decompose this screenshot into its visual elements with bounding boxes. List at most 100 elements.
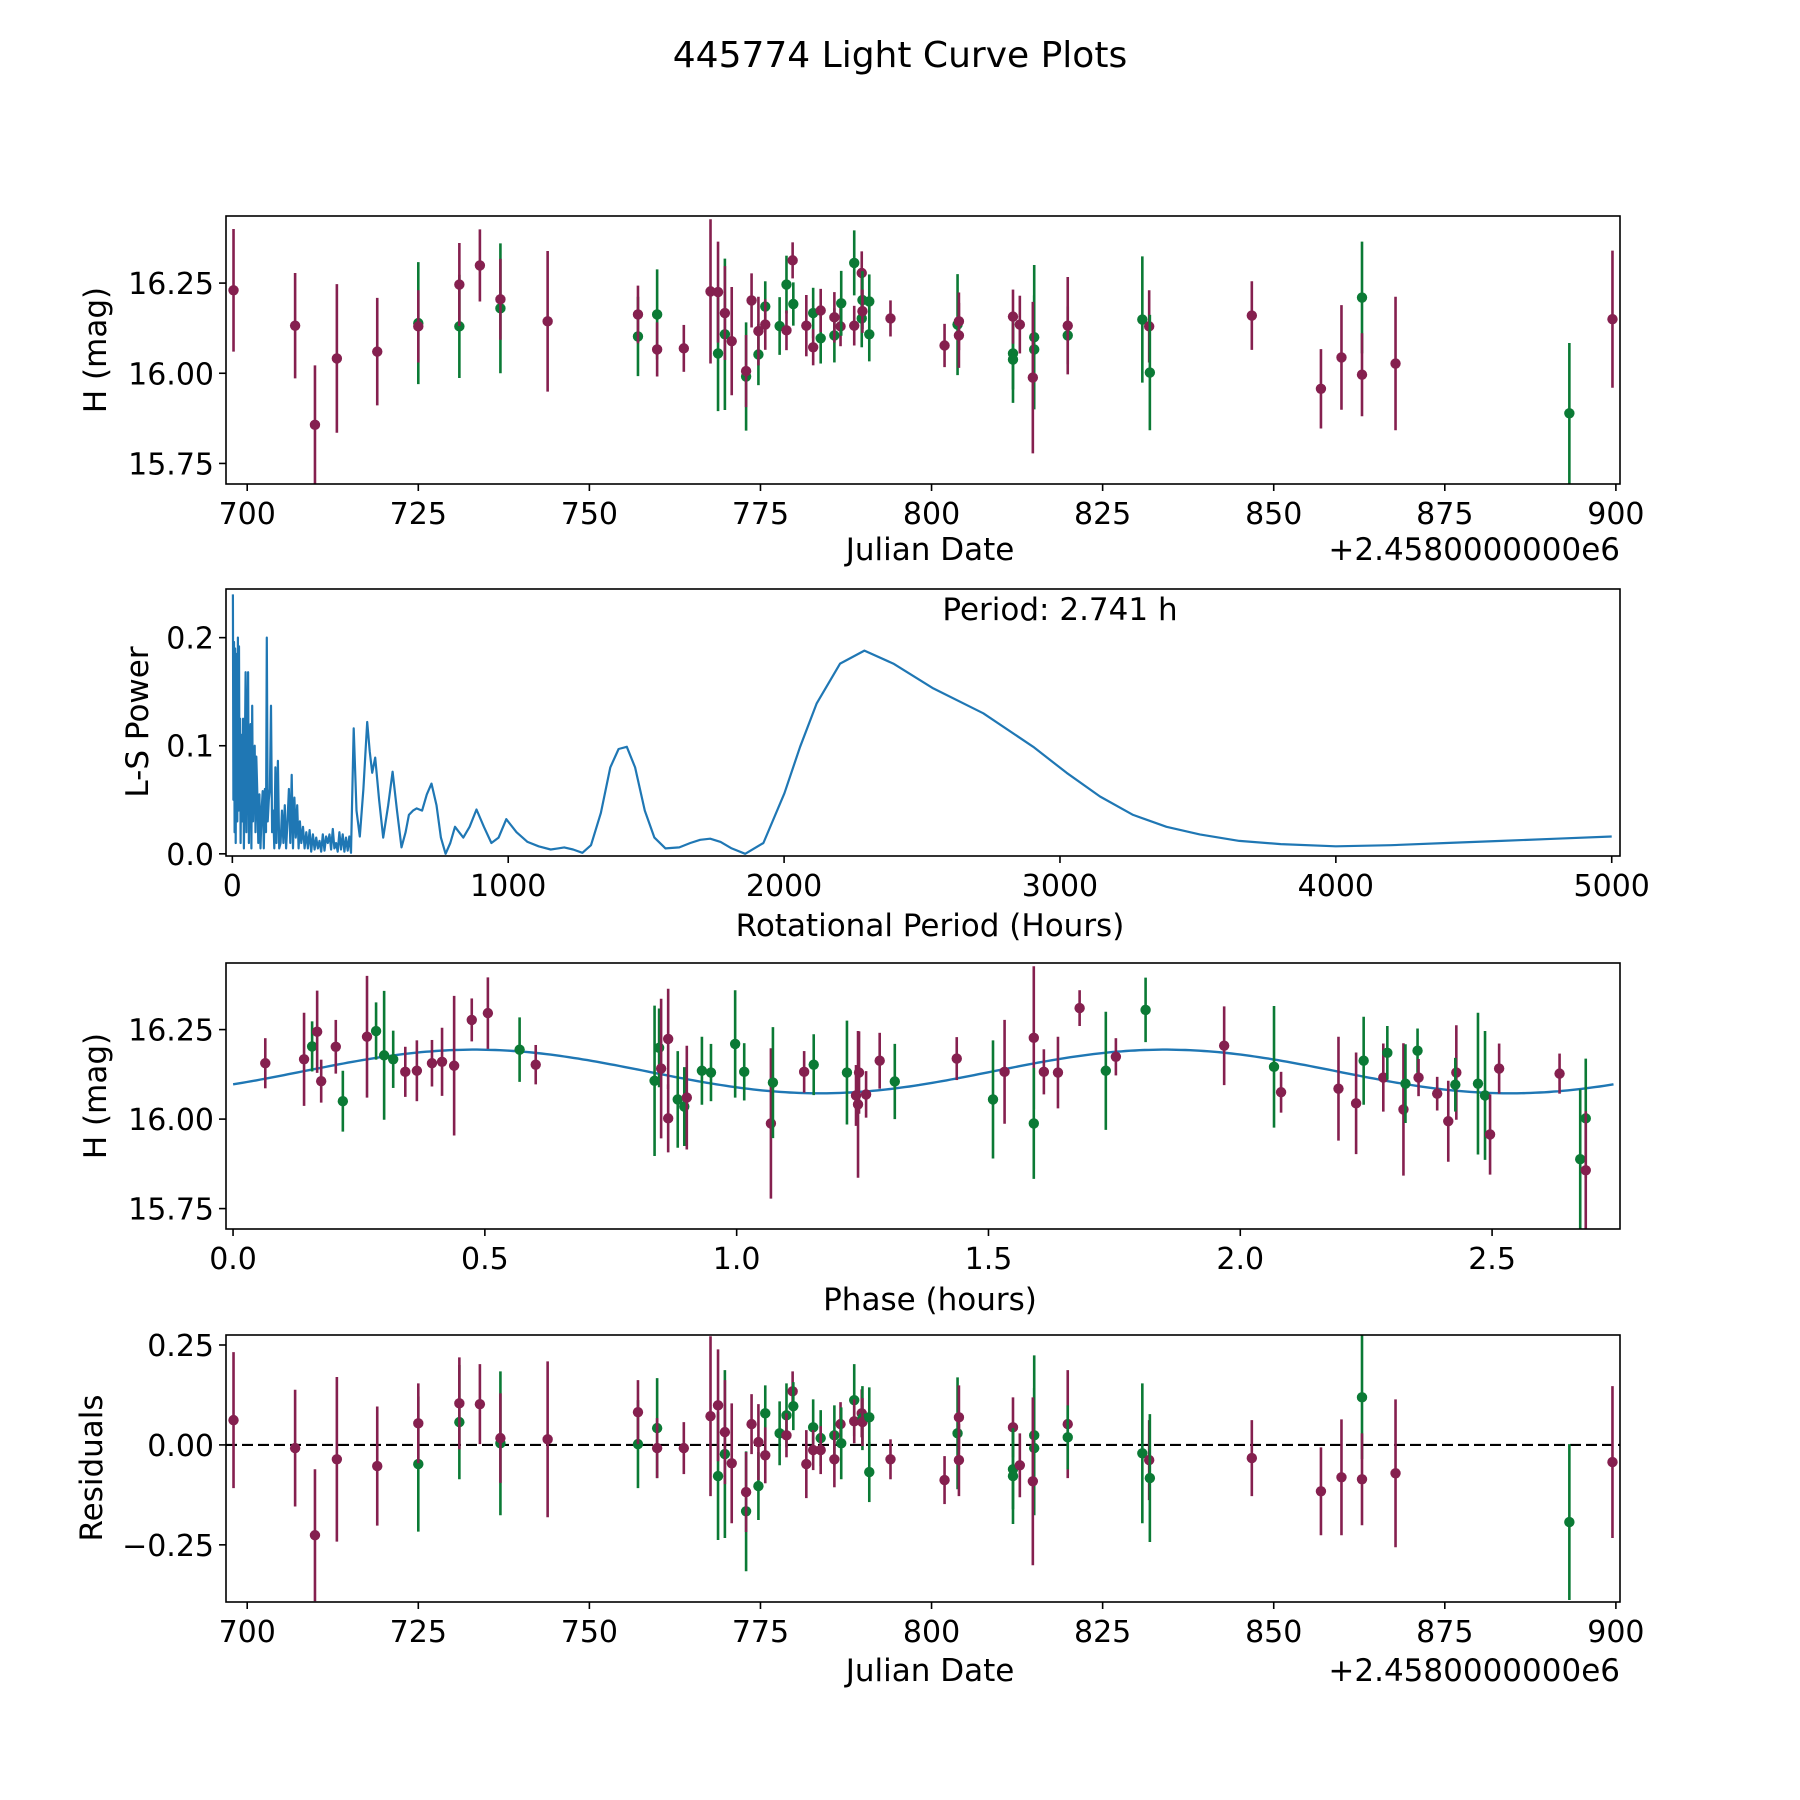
point-marker	[815, 305, 826, 316]
data-point	[311, 990, 323, 1073]
data-point	[788, 1382, 799, 1431]
data-point	[1382, 1026, 1393, 1080]
data-point	[788, 282, 799, 326]
point-marker	[753, 1436, 764, 1448]
residuals-marks	[226, 1335, 1620, 1602]
data-point	[1554, 1053, 1565, 1094]
point-marker	[746, 1418, 757, 1430]
point-marker	[1074, 1002, 1085, 1014]
point-marker	[1029, 1442, 1040, 1454]
data-point	[740, 335, 752, 408]
y-tick-label: 16.00	[128, 357, 214, 392]
x-tick-label: 800	[903, 497, 960, 532]
residuals-axes-frame	[225, 1334, 1621, 1603]
x-tick-label: 875	[1416, 1615, 1473, 1650]
data-point	[495, 258, 506, 340]
point-marker	[1378, 1072, 1389, 1083]
point-marker	[1382, 1047, 1393, 1059]
x-tick-label: 750	[561, 1615, 618, 1650]
data-point	[1564, 1444, 1575, 1601]
point-marker	[1029, 344, 1040, 355]
point-marker	[1580, 1165, 1591, 1176]
point-marker	[1564, 1516, 1575, 1528]
data-point	[864, 1387, 875, 1448]
data-point	[1431, 1076, 1443, 1111]
data-point	[678, 1422, 690, 1475]
data-point	[337, 1070, 349, 1132]
point-marker	[889, 1076, 900, 1087]
point-marker	[836, 298, 847, 309]
data-point	[712, 1349, 724, 1462]
point-marker	[655, 1063, 667, 1074]
data-point	[1038, 1049, 1050, 1095]
data-point	[849, 305, 860, 346]
data-point	[426, 1039, 438, 1087]
point-marker	[787, 255, 798, 266]
data-point	[1333, 1036, 1344, 1141]
data-point	[372, 1406, 383, 1526]
data-point	[1336, 305, 1347, 410]
data-point	[387, 1030, 399, 1088]
data-point	[696, 1036, 708, 1105]
y-tick-label: 16.25	[128, 267, 214, 302]
point-marker	[1484, 1129, 1496, 1140]
data-point	[753, 1404, 764, 1481]
point-marker	[712, 1400, 724, 1411]
data-point	[836, 1407, 847, 1480]
data-point	[651, 322, 663, 377]
lightcurve-xticks: 700 725 750 775 800 825 850 875 900	[219, 484, 1645, 532]
point-marker	[632, 1438, 644, 1450]
point-marker	[874, 1055, 885, 1066]
point-marker	[632, 309, 644, 320]
data-point	[1358, 1016, 1369, 1105]
data-point	[466, 998, 477, 1042]
point-marker	[1218, 1040, 1230, 1051]
lightcurve-ylabel: H (mag)	[78, 287, 114, 413]
x-tick-label: 850	[1245, 1615, 1302, 1650]
point-marker	[815, 333, 826, 344]
point-marker	[1028, 1118, 1039, 1129]
point-marker	[1356, 292, 1368, 303]
point-marker	[1275, 1087, 1287, 1098]
point-marker	[1027, 1476, 1039, 1487]
x-tick-label: 3000	[1022, 869, 1098, 904]
data-point	[361, 975, 373, 1098]
y-tick-label: 15.75	[128, 447, 214, 482]
data-point	[482, 977, 494, 1049]
data-point	[1218, 1006, 1230, 1086]
data-point	[298, 1012, 310, 1106]
data-point	[829, 292, 840, 343]
x-tick-label: 900	[1587, 497, 1644, 532]
point-marker	[1356, 1392, 1368, 1403]
data-point	[681, 1045, 693, 1150]
point-marker	[411, 1065, 423, 1076]
point-marker	[849, 257, 860, 269]
data-point	[1137, 1383, 1148, 1524]
data-point	[1014, 295, 1026, 354]
point-marker	[309, 1530, 321, 1541]
point-marker	[1052, 1067, 1064, 1078]
data-point	[474, 229, 486, 302]
data-point	[1007, 1428, 1019, 1525]
point-marker	[767, 1077, 779, 1088]
point-marker	[306, 1041, 318, 1052]
point-marker	[753, 325, 764, 337]
point-marker	[387, 1054, 399, 1065]
data-point	[705, 1336, 716, 1497]
data-point	[857, 289, 868, 333]
point-marker	[953, 330, 965, 341]
point-marker	[298, 1054, 310, 1065]
data-point	[719, 266, 731, 360]
x-tick-label: 775	[732, 497, 789, 532]
data-point	[330, 1019, 341, 1074]
point-marker	[454, 1398, 465, 1409]
periodogram-marks	[231, 594, 1612, 855]
phase-yticks: 15.75 16.00 16.25	[128, 1014, 226, 1228]
point-marker	[765, 1118, 777, 1129]
data-point	[1356, 1433, 1368, 1526]
point-marker	[953, 1412, 965, 1423]
point-marker	[1315, 383, 1327, 394]
point-marker	[289, 1442, 301, 1454]
point-marker	[864, 329, 875, 340]
